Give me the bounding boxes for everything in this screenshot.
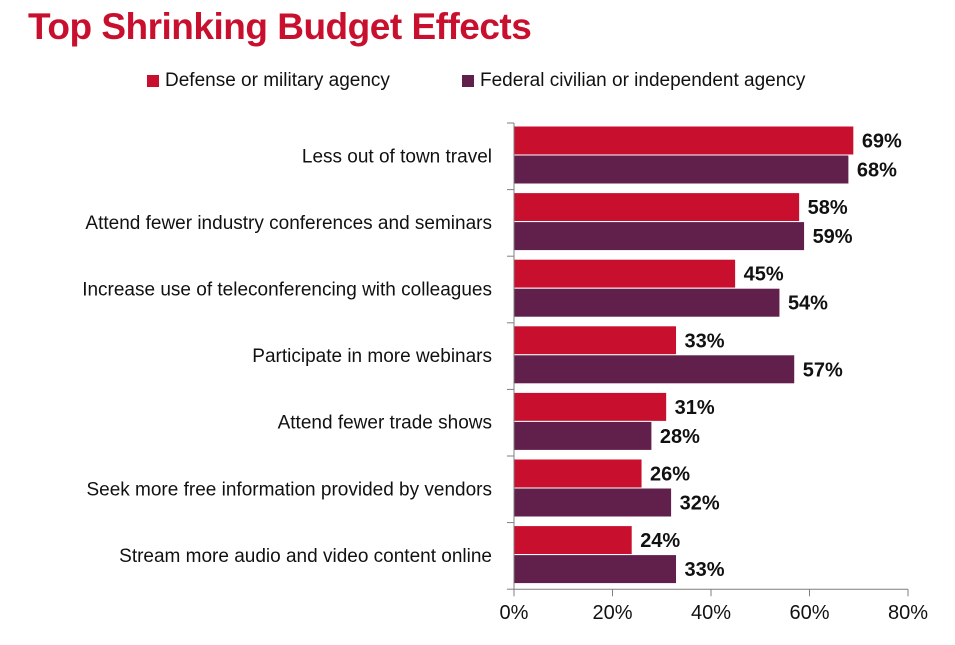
- value-label-defense-1: 58%: [808, 197, 848, 219]
- bar-civilian-2: [513, 287, 781, 318]
- legend-item-civilian: Federal civilian or independent agency: [462, 70, 805, 92]
- value-label-defense-6: 24%: [640, 530, 680, 552]
- value-label-defense-3: 33%: [685, 330, 725, 352]
- value-label-defense-2: 45%: [744, 264, 784, 286]
- x-tick-label-0: 0%: [500, 602, 529, 624]
- category-label-0: Less out of town travel: [302, 146, 492, 167]
- bar-civilian-5: [513, 487, 673, 518]
- legend-swatch-defense: [147, 75, 159, 87]
- bar-defense-6: [513, 525, 633, 556]
- legend-label-civilian: Federal civilian or independent agency: [480, 70, 806, 91]
- x-tick-label-2: 40%: [691, 602, 731, 624]
- bar-defense-2: [513, 258, 737, 289]
- x-tick-label-3: 60%: [789, 602, 829, 624]
- bar-civilian-3: [513, 354, 796, 385]
- category-label-1: Attend fewer industry conferences and se…: [85, 213, 492, 234]
- x-tick-label-1: 20%: [592, 602, 632, 624]
- value-label-civilian-4: 28%: [660, 426, 700, 448]
- legend-label-defense: Defense or military agency: [165, 70, 390, 91]
- value-label-civilian-3: 57%: [803, 359, 843, 381]
- bar-civilian-0: [513, 154, 850, 185]
- category-label-5: Seek more free information provided by v…: [86, 479, 492, 500]
- bar-defense-5: [513, 458, 643, 489]
- value-label-civilian-1: 59%: [813, 226, 853, 248]
- value-label-defense-0: 69%: [862, 131, 902, 153]
- category-label-4: Attend fewer trade shows: [278, 413, 492, 434]
- legend: Defense or military agency Federal civil…: [0, 70, 955, 94]
- value-label-civilian-5: 32%: [680, 493, 720, 515]
- bar-defense-3: [513, 325, 678, 356]
- chart-title: Top Shrinking Budget Effects: [28, 6, 532, 47]
- value-label-defense-5: 26%: [650, 464, 690, 486]
- value-label-civilian-0: 68%: [857, 160, 897, 182]
- bar-civilian-4: [513, 420, 653, 451]
- legend-item-defense: Defense or military agency: [147, 70, 390, 92]
- category-label-3: Participate in more webinars: [252, 346, 492, 367]
- category-label-6: Stream more audio and video content onli…: [119, 546, 492, 567]
- x-tick-label-4: 80%: [888, 602, 928, 624]
- bar-defense-4: [513, 391, 668, 422]
- bar-defense-0: [513, 125, 855, 156]
- bar-defense-1: [513, 192, 801, 223]
- legend-swatch-civilian: [462, 75, 474, 87]
- bar-civilian-6: [513, 554, 678, 585]
- value-label-civilian-6: 33%: [685, 559, 725, 581]
- value-label-civilian-2: 54%: [788, 293, 828, 315]
- value-label-defense-4: 31%: [675, 397, 715, 419]
- category-label-2: Increase use of teleconferencing with co…: [82, 280, 492, 301]
- bar-civilian-1: [513, 221, 806, 252]
